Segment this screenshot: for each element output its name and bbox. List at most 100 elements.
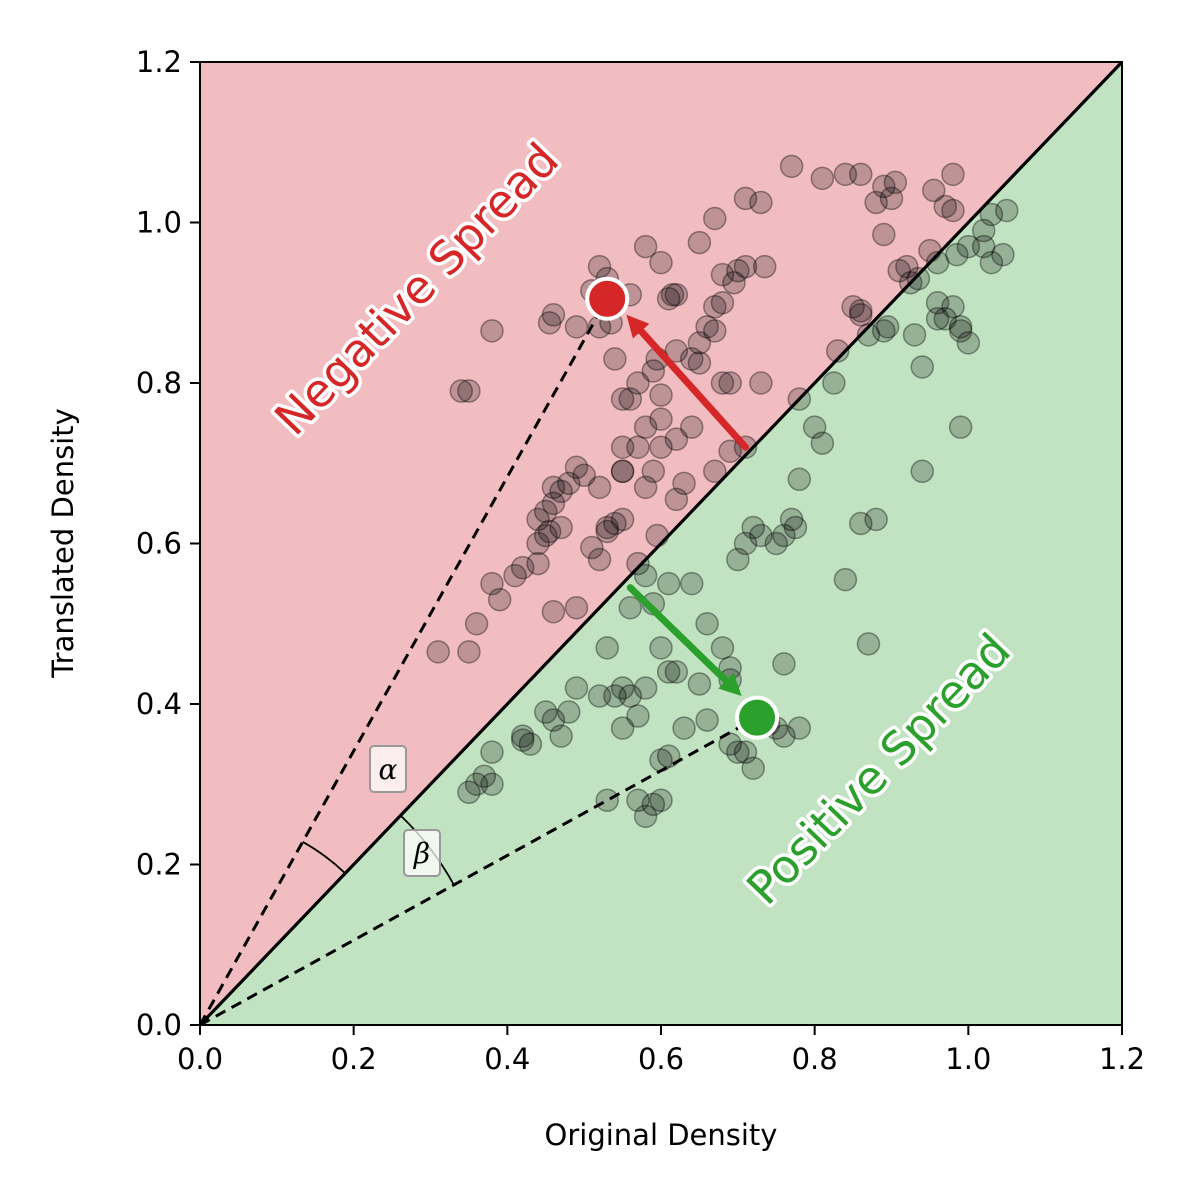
scatter-point [526,531,550,556]
x-axis-label: Original Density [545,1118,778,1152]
scatter-point [534,499,558,524]
scatter-point [564,676,589,700]
x-tick-label: 0.0 [177,1042,223,1076]
scatter-point [649,748,673,772]
scatter-point [726,547,750,572]
scatter-point [695,612,719,636]
scatter-point [941,295,965,319]
scatter-point [572,463,596,488]
scatter-point [564,455,589,480]
scatter-point [879,186,904,211]
scatter-point [549,515,573,540]
scatter-point [464,612,489,636]
scatter-point [541,599,566,624]
scatter-point [695,315,719,339]
scatter-point [557,700,581,724]
scatter-point [587,254,612,279]
scatter-point [549,479,573,504]
scatter-point [534,700,558,724]
spread-arrow-1 [637,327,750,451]
scatter-point [956,331,981,355]
scatter-point [741,756,765,780]
scatter-point [710,371,735,395]
scatter-point [733,254,758,279]
scatter-point [649,788,673,813]
scatter-point [733,186,758,211]
scatter-point [948,415,973,439]
scatter-point [779,507,804,532]
scatter-point [633,804,658,829]
scatter-point [472,764,497,788]
scatter-point [656,286,681,311]
x-tick-label: 0.6 [638,1042,684,1076]
scatter-point [772,652,796,676]
scatter-point [872,222,896,247]
scatter-point [703,459,727,484]
scatter-point [902,323,927,347]
scatter-point [510,724,535,748]
scatter-point [449,379,473,403]
y-tick-label: 1.0 [136,206,182,240]
scatter-point [971,218,996,243]
angle-label: α [379,753,398,786]
scatter-point [603,684,627,708]
scatter-point [687,331,712,355]
scatter-point [649,636,673,660]
scatter-point [695,708,719,732]
scatter-point [641,459,666,484]
scatter-point [864,507,888,532]
scatter-point [703,295,727,319]
scatter-point [764,531,788,556]
scatter-point [610,716,635,740]
y-tick-label: 1.2 [136,45,182,79]
scatter-point [664,282,689,307]
scatter-point [849,511,873,536]
scatter-point [841,295,865,319]
highlight-point-2 [735,695,780,740]
scatter-point [749,371,773,395]
scatter-point [687,351,712,375]
highlight-point-1 [585,276,630,321]
scatter-point [948,319,973,343]
scatter-point [526,507,550,532]
scatter-point [849,299,873,323]
scatter-point [925,307,950,331]
scatter-point [749,523,773,548]
x-tick-label: 1.0 [945,1042,991,1076]
scatter-point [518,732,543,756]
scatter-point [595,788,619,813]
scatter-point [537,519,562,544]
scatter-point [541,303,566,327]
scatter-point [875,315,900,339]
scatter-point [925,250,950,275]
scatter-point [918,238,942,263]
scatter-point [618,595,643,620]
scatter-point [679,415,704,439]
scatter-point [718,439,742,463]
scatter-point [979,250,1004,275]
spread-arrowhead-1 [626,314,650,339]
scatter-point [557,471,581,496]
scatter-point [487,587,512,612]
scatter-point [849,162,873,187]
scatter-point [956,234,981,259]
scatter-point [595,515,619,540]
scatter-point [933,307,958,331]
scatter-point [687,230,712,255]
scatter-point [457,379,481,403]
scatter-point [710,291,735,315]
scatter-point [587,684,612,708]
y-axis-label: Translated Density [46,408,80,679]
scatter-point [710,262,735,287]
scatter-point [749,190,773,215]
scatter-point [802,415,827,439]
spread-arrow-2 [626,584,730,685]
scatter-point [856,632,881,656]
scatter-point [541,491,566,516]
x-tick-label: 1.2 [1099,1042,1145,1076]
scatter-point [833,162,858,187]
y-tick-label: 0.8 [136,366,182,400]
y-tick-label: 0.6 [136,527,182,561]
scatter-point [626,704,650,728]
scatter-point [664,487,689,512]
